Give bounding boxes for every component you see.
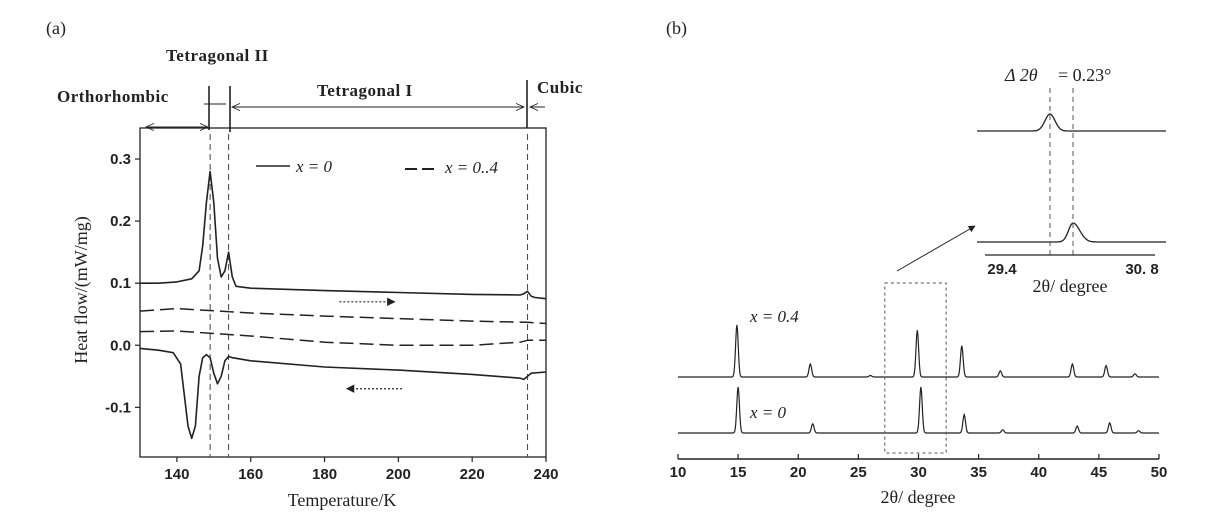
inset-reference-lines [1049, 88, 1074, 255]
b-x-tick-label: 50 [1151, 464, 1168, 481]
panel-b-series [678, 324, 1159, 434]
zoom-pointer-arrow [896, 225, 976, 272]
panel-b-x-axis: 10 15 20 25 30 35 40 45 50 [670, 454, 1168, 481]
panel-a-direction-arrows [339, 297, 403, 393]
zoom-box-rect [884, 282, 947, 454]
legend-label-x0: x = 0 [295, 157, 333, 176]
panel-b: (b) x = 0.4 x = 0 10 15 20 25 30 35 40 45 50 2θ/… [666, 18, 1167, 507]
inset-x-label: 2θ/ degree [1032, 276, 1107, 296]
panel-a-x-axis: 140 160 180 200 220 240 [164, 457, 559, 483]
b-x-tick-label: 30 [910, 464, 927, 481]
b-x-tick-label: 25 [850, 464, 867, 481]
b-x-tick-label: 45 [1091, 464, 1108, 481]
y-tick-label: 0.1 [110, 275, 131, 292]
y-tick-label: 0.3 [110, 151, 131, 168]
x-tick-label: 240 [533, 466, 558, 483]
legend-label-x04: x = 0..4 [444, 158, 499, 177]
inset-curve-2 [977, 222, 1166, 243]
panel-a-x-label: Temperature/K [288, 490, 397, 510]
dsc-curve-4 [139, 347, 547, 440]
phase-label-tetragonal-ii: Tetragonal II [166, 46, 269, 65]
zoom-box [884, 282, 947, 454]
phase-label-cubic: Cubic [537, 78, 583, 97]
y-tick-label: -0.1 [105, 399, 131, 416]
dsc-curve-1 [140, 170, 547, 300]
panel-a-label: (a) [46, 18, 66, 39]
phase-label-tetragonal-i: Tetragonal I [317, 81, 413, 100]
b-x-tick-label: 15 [730, 464, 747, 481]
inset-plot: 29.4 30. 8 2θ/ degree Δ 2θ = 0.23° [977, 65, 1166, 296]
panel-b-x-label: 2θ/ degree [880, 487, 955, 507]
panel-a-frame [139, 127, 547, 458]
dsc-curve-2 [139, 307, 547, 325]
y-tick-label: 0.0 [110, 337, 131, 354]
panel-b-label: (b) [666, 18, 687, 39]
panel-a: (a) Tetragonal II Orthorhombic Tetragona… [46, 18, 583, 510]
inset-series [977, 113, 1166, 243]
inset-tick-label-max: 30. 8 [1125, 261, 1158, 278]
y-tick-label: 0.2 [110, 213, 131, 230]
panel-a-series [139, 170, 547, 440]
xrd-pattern-1 [678, 324, 1159, 378]
panel-a-legend: x = 0 x = 0..4 [256, 157, 499, 177]
b-x-tick-label: 35 [970, 464, 987, 481]
panel-a-y-label: Heat flow/(mW/mg) [71, 216, 92, 363]
series-label-x04: x = 0.4 [749, 307, 799, 326]
inset-annotation-symbol: Δ 2θ [1004, 65, 1038, 85]
panel-a-y-axis: -0.1 0.0 0.1 0.2 0.3 [105, 151, 140, 416]
x-tick-label: 180 [312, 466, 337, 483]
x-tick-label: 140 [164, 466, 189, 483]
x-tick-label: 160 [238, 466, 263, 483]
series-label-x0: x = 0 [749, 403, 787, 422]
b-x-tick-label: 10 [670, 464, 687, 481]
inset-tick-label-min: 29.4 [987, 261, 1017, 278]
phase-label-orthorhombic: Orthorhombic [57, 87, 169, 106]
inset-annotation-value: = 0.23° [1058, 65, 1111, 85]
xrd-pattern-2 [678, 386, 1159, 434]
b-x-tick-label: 20 [790, 464, 807, 481]
x-tick-label: 220 [460, 466, 485, 483]
transition-lines [209, 134, 529, 457]
x-tick-label: 200 [386, 466, 411, 483]
b-x-tick-label: 40 [1030, 464, 1047, 481]
dsc-curve-3 [139, 330, 546, 347]
inset-curve-1 [977, 113, 1166, 132]
